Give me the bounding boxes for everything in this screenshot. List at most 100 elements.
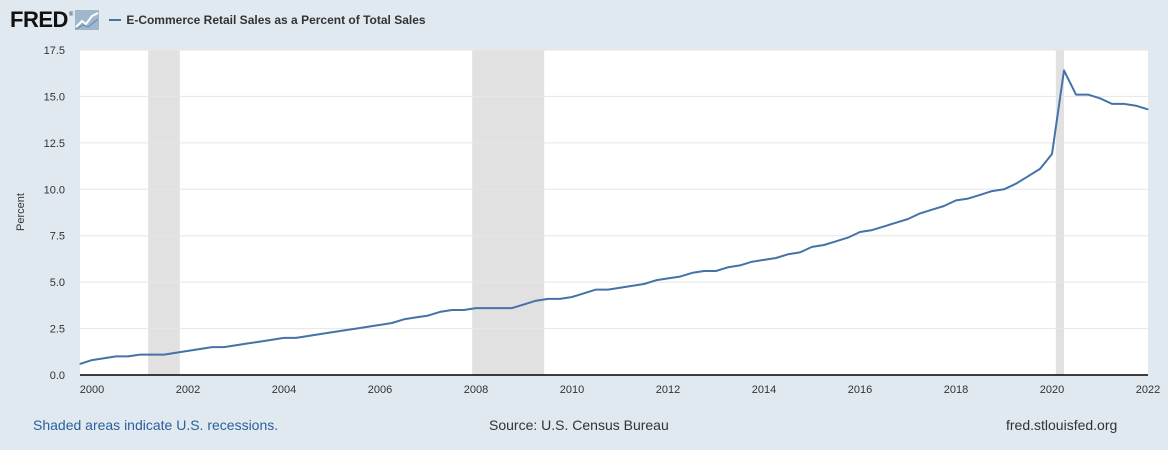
x-tick-label: 2018	[944, 384, 968, 396]
data-point	[535, 300, 537, 302]
x-tick-label: 2012	[656, 384, 680, 396]
data-point	[451, 309, 453, 311]
data-point	[439, 311, 441, 313]
data-point	[763, 259, 765, 261]
data-point	[955, 199, 957, 202]
data-point	[139, 353, 141, 356]
data-point	[175, 352, 177, 354]
y-tick-label: 2.5	[50, 324, 65, 336]
data-point	[547, 298, 549, 300]
data-point	[283, 337, 285, 339]
data-point	[1123, 103, 1125, 105]
x-tick-label: 2008	[464, 384, 488, 396]
data-point	[811, 246, 813, 248]
data-point	[415, 316, 417, 319]
data-point	[1111, 103, 1113, 105]
series-line[interactable]	[79, 69, 1149, 365]
data-point	[631, 285, 633, 287]
data-point	[1027, 175, 1029, 177]
x-tick-label: 2014	[752, 384, 776, 396]
data-point	[307, 335, 309, 337]
logo-registered-mark: ®	[68, 12, 74, 18]
data-point	[787, 253, 789, 255]
data-point	[919, 212, 921, 215]
data-point	[367, 326, 369, 328]
data-point	[79, 363, 81, 365]
data-point	[583, 292, 585, 294]
data-point	[835, 240, 837, 242]
y-axis-label: Percent	[15, 193, 27, 231]
x-tick-label: 2016	[848, 384, 872, 396]
data-point	[223, 346, 225, 348]
data-point	[235, 344, 237, 346]
data-point	[511, 307, 513, 309]
x-tick-label: 2002	[176, 384, 200, 396]
data-point	[1075, 93, 1077, 96]
data-point	[1051, 153, 1053, 155]
data-point	[499, 307, 501, 309]
y-axis-ticks: 0.0 2.5 5.0 7.5 10.0 12.5 15.0 17.5	[44, 45, 65, 382]
source-text: Source: U.S. Census Bureau	[489, 417, 669, 433]
chart-legend[interactable]: E-Commerce Retail Sales as a Percent of …	[109, 13, 426, 27]
line-chart-icon	[75, 10, 100, 30]
data-point	[907, 218, 909, 220]
y-tick-label: 10.0	[44, 184, 65, 196]
data-point	[199, 348, 201, 350]
data-point	[943, 205, 945, 207]
grid-lines	[80, 49, 1148, 330]
data-point	[979, 194, 981, 196]
data-point	[883, 225, 885, 228]
data-point	[739, 264, 741, 267]
plot-area	[80, 50, 1148, 375]
data-point	[823, 244, 825, 246]
data-point	[1099, 97, 1101, 99]
recession-note-link[interactable]: Shaded areas indicate U.S. recessions.	[33, 417, 279, 433]
data-point	[727, 266, 729, 268]
y-tick-label: 17.5	[44, 45, 65, 57]
recession-band-2	[1055, 50, 1064, 375]
data-point	[319, 333, 321, 335]
data-point	[1003, 188, 1005, 190]
data-point	[895, 222, 897, 224]
data-point	[187, 350, 189, 352]
data-point	[1135, 105, 1137, 107]
data-point	[151, 353, 153, 356]
data-point	[403, 318, 405, 320]
data-point	[847, 236, 849, 239]
recession-band-1	[472, 50, 545, 375]
line-chart: 0.02.55.07.510.012.515.017.5 2000 2002 200…	[15, 45, 1160, 396]
legend-label: E-Commerce Retail Sales as a Percent of …	[126, 13, 426, 27]
data-point	[703, 270, 705, 272]
x-tick-label: 2020	[1040, 384, 1064, 396]
data-point	[331, 331, 333, 333]
data-point	[1039, 168, 1041, 170]
x-axis-ticks: 2000 2002 2004 2006 2008 2010 2012 2014 2016 2018…	[80, 384, 1160, 396]
y-tick-label: 7.5	[50, 231, 65, 243]
x-tick-label: 2006	[368, 384, 392, 396]
y-tick-label: 12.5	[44, 138, 65, 150]
fred-logo[interactable]: FRED ®	[10, 7, 100, 33]
data-point	[127, 355, 129, 358]
data-points	[79, 69, 1149, 365]
y-tick-label: 15.0	[44, 91, 65, 103]
data-point	[751, 261, 753, 263]
data-point	[259, 340, 261, 343]
data-point	[247, 342, 249, 345]
site-link[interactable]: fred.stlouisfed.org	[1006, 417, 1118, 433]
data-point	[1015, 183, 1017, 185]
data-point	[655, 279, 657, 281]
data-point	[715, 270, 717, 272]
data-point	[595, 288, 597, 291]
chart-header: FRED ® E-Commerce Retail Sales as a Perc…	[10, 6, 426, 34]
data-point	[475, 307, 477, 309]
logo-text: FRED	[10, 7, 68, 32]
data-point	[91, 359, 93, 361]
data-point	[163, 353, 165, 356]
data-point	[523, 303, 525, 306]
data-point	[619, 287, 621, 289]
data-point	[559, 298, 561, 300]
data-point	[115, 355, 117, 358]
data-point	[355, 327, 357, 330]
data-point	[1087, 93, 1089, 96]
x-tick-label: 2010	[560, 384, 584, 396]
